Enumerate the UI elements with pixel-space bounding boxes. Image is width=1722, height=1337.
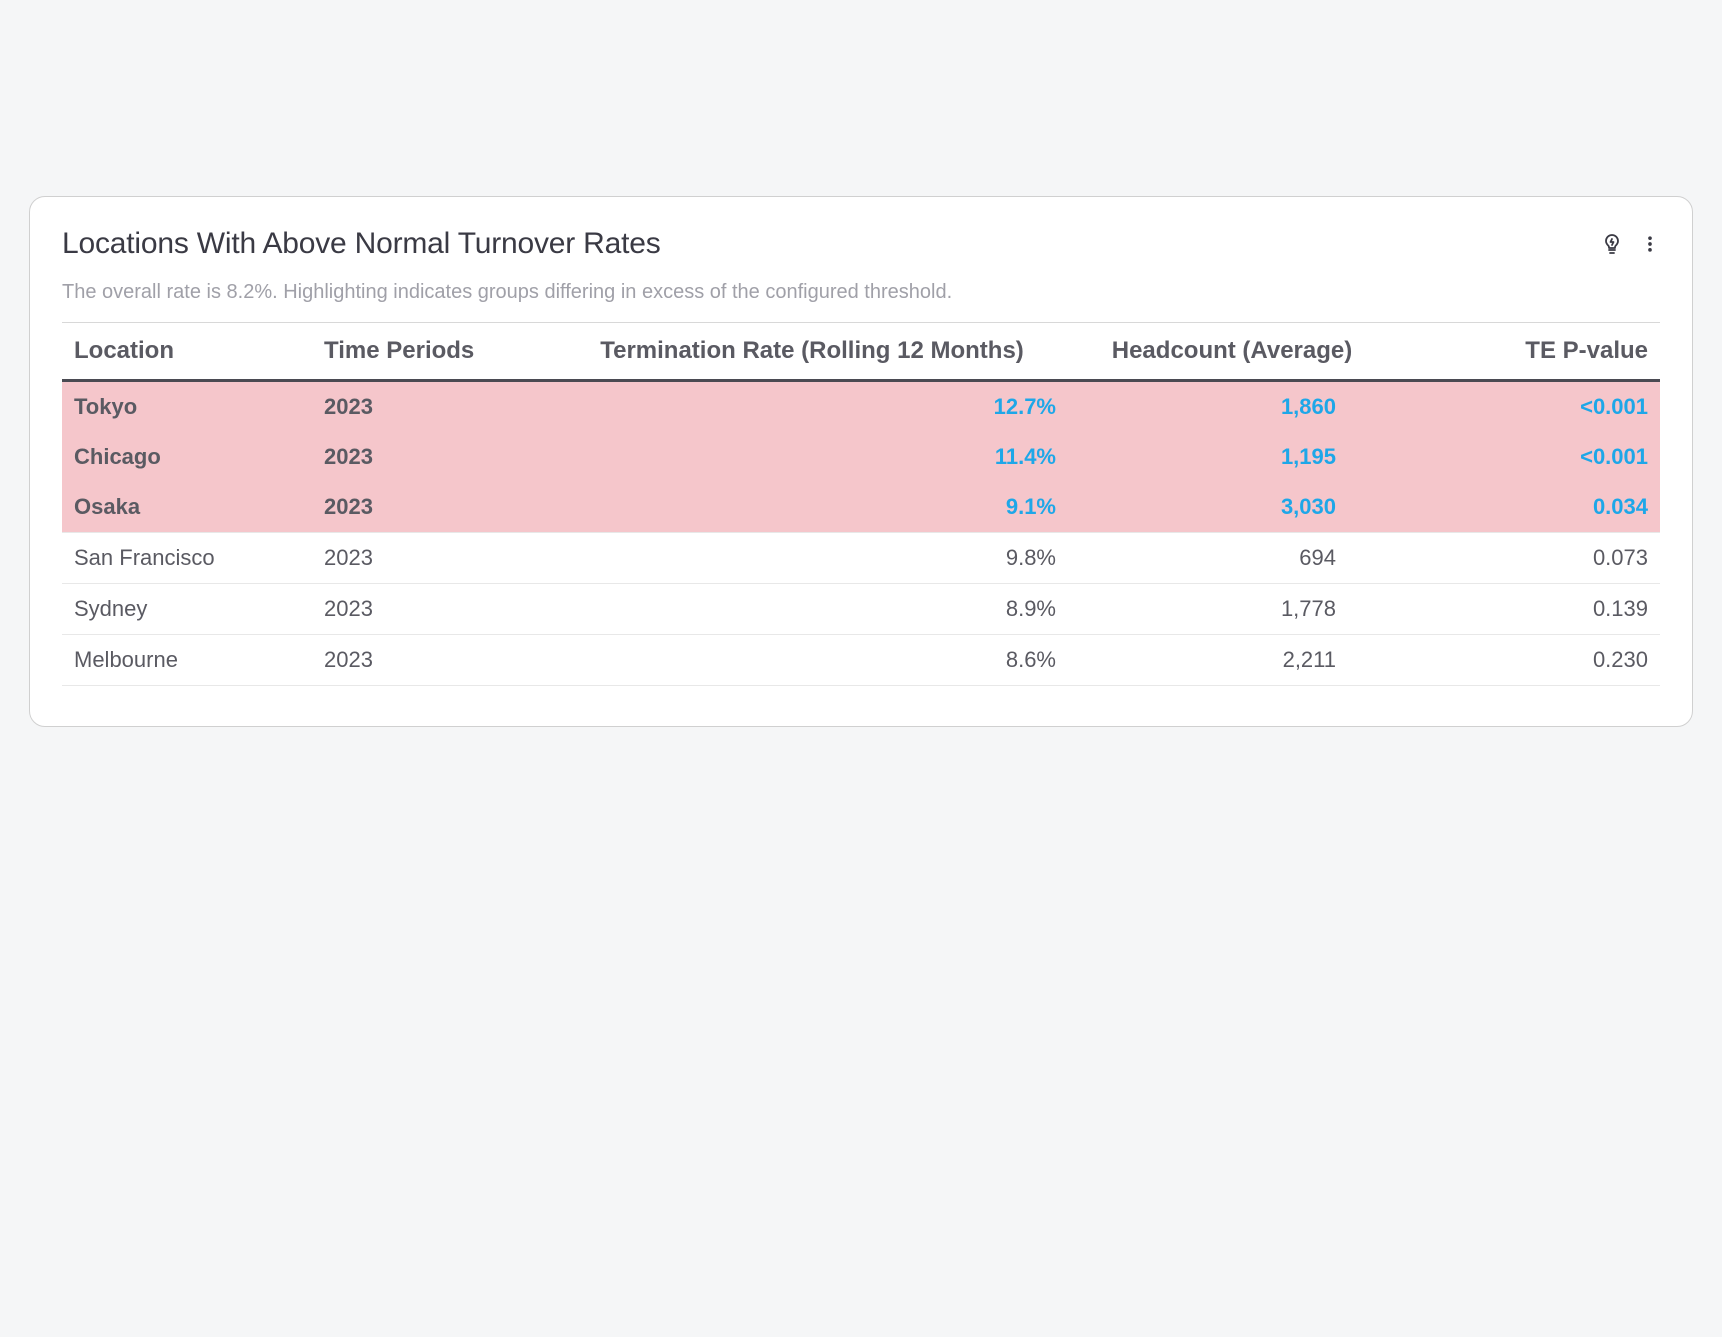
more-vertical-icon[interactable] bbox=[1640, 232, 1660, 256]
cell-te-p-value: 0.073 bbox=[1372, 533, 1660, 584]
cell-headcount: 3,030 bbox=[1092, 482, 1372, 533]
cell-headcount: 1,195 bbox=[1092, 432, 1372, 482]
cell-location: Melbourne bbox=[62, 635, 312, 686]
cell-termination-rate: 8.6% bbox=[532, 635, 1092, 686]
card-header: Locations With Above Normal Turnover Rat… bbox=[62, 227, 1660, 261]
cell-location: Tokyo bbox=[62, 381, 312, 433]
cell-time-periods: 2023 bbox=[312, 533, 532, 584]
cell-time-periods: 2023 bbox=[312, 432, 532, 482]
table-header-row: Location Time Periods Termination Rate (… bbox=[62, 323, 1660, 381]
turnover-table: Location Time Periods Termination Rate (… bbox=[62, 322, 1660, 686]
cell-termination-rate: 11.4% bbox=[532, 432, 1092, 482]
col-header-termination-rate[interactable]: Termination Rate (Rolling 12 Months) bbox=[532, 323, 1092, 381]
table-row[interactable]: Tokyo202312.7%1,860<0.001 bbox=[62, 381, 1660, 433]
col-header-te-p-value[interactable]: TE P-value bbox=[1372, 323, 1660, 381]
col-header-location[interactable]: Location bbox=[62, 323, 312, 381]
col-header-headcount[interactable]: Headcount (Average) bbox=[1092, 323, 1372, 381]
card-actions bbox=[1600, 232, 1660, 256]
cell-time-periods: 2023 bbox=[312, 635, 532, 686]
lightbulb-icon[interactable] bbox=[1600, 232, 1624, 256]
cell-te-p-value: 0.034 bbox=[1372, 482, 1660, 533]
cell-termination-rate: 9.1% bbox=[532, 482, 1092, 533]
table-row[interactable]: San Francisco20239.8%6940.073 bbox=[62, 533, 1660, 584]
cell-location: Chicago bbox=[62, 432, 312, 482]
cell-te-p-value: <0.001 bbox=[1372, 381, 1660, 433]
cell-time-periods: 2023 bbox=[312, 584, 532, 635]
table-row[interactable]: Sydney20238.9%1,7780.139 bbox=[62, 584, 1660, 635]
cell-te-p-value: <0.001 bbox=[1372, 432, 1660, 482]
turnover-card: Locations With Above Normal Turnover Rat… bbox=[29, 196, 1693, 727]
cell-headcount: 1,778 bbox=[1092, 584, 1372, 635]
card-subtitle: The overall rate is 8.2%. Highlighting i… bbox=[62, 281, 1660, 304]
cell-location: San Francisco bbox=[62, 533, 312, 584]
table-row[interactable]: Melbourne20238.6%2,2110.230 bbox=[62, 635, 1660, 686]
cell-time-periods: 2023 bbox=[312, 482, 532, 533]
cell-te-p-value: 0.230 bbox=[1372, 635, 1660, 686]
cell-headcount: 694 bbox=[1092, 533, 1372, 584]
card-title: Locations With Above Normal Turnover Rat… bbox=[62, 227, 661, 261]
cell-termination-rate: 12.7% bbox=[532, 381, 1092, 433]
cell-headcount: 1,860 bbox=[1092, 381, 1372, 433]
cell-termination-rate: 8.9% bbox=[532, 584, 1092, 635]
cell-time-periods: 2023 bbox=[312, 381, 532, 433]
col-header-time-periods[interactable]: Time Periods bbox=[312, 323, 532, 381]
cell-location: Sydney bbox=[62, 584, 312, 635]
cell-te-p-value: 0.139 bbox=[1372, 584, 1660, 635]
cell-location: Osaka bbox=[62, 482, 312, 533]
table-row[interactable]: Chicago202311.4%1,195<0.001 bbox=[62, 432, 1660, 482]
cell-termination-rate: 9.8% bbox=[532, 533, 1092, 584]
table-row[interactable]: Osaka20239.1%3,0300.034 bbox=[62, 482, 1660, 533]
table-body: Tokyo202312.7%1,860<0.001Chicago202311.4… bbox=[62, 381, 1660, 686]
cell-headcount: 2,211 bbox=[1092, 635, 1372, 686]
